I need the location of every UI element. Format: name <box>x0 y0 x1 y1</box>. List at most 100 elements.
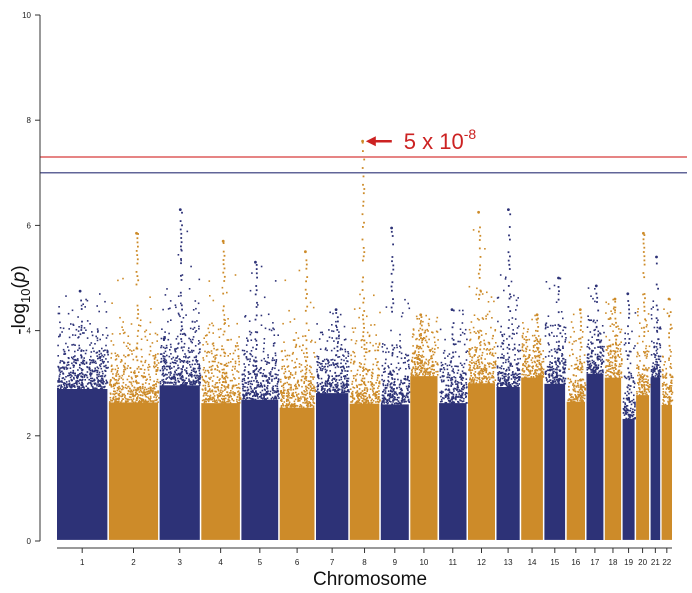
snp-point <box>288 354 291 357</box>
snp-point <box>381 378 383 381</box>
snp-point <box>110 357 112 359</box>
snp-point <box>491 348 494 350</box>
snp-point <box>104 385 106 388</box>
snp-point <box>223 351 226 354</box>
chromosome-6-dense-region <box>279 407 315 540</box>
snp-point <box>538 351 540 354</box>
snp-point <box>284 279 287 282</box>
snp-point <box>225 362 228 365</box>
snp-point <box>486 313 489 316</box>
snp-point <box>191 321 194 323</box>
chromosome-15-points <box>544 276 567 540</box>
snp-point <box>500 365 503 367</box>
snp-point <box>162 369 165 371</box>
snp-point <box>476 365 479 368</box>
snp-point <box>391 396 393 399</box>
snp-point <box>532 345 535 347</box>
snp-point <box>373 384 375 386</box>
snp-point <box>349 395 352 398</box>
snp-point <box>208 371 210 374</box>
snp-point <box>198 312 200 314</box>
snp-point <box>309 391 311 394</box>
snp-point <box>132 395 135 398</box>
snp-point <box>398 396 400 399</box>
snp-point <box>97 357 99 360</box>
snp-point <box>83 359 86 362</box>
snp-point <box>363 377 366 380</box>
snp-point <box>254 331 257 333</box>
snp-point <box>275 360 277 363</box>
snp-point <box>241 380 244 383</box>
snp-point <box>194 380 196 383</box>
snp-point <box>418 318 420 320</box>
snp-point <box>237 348 240 351</box>
snp-point <box>340 372 343 374</box>
snp-point <box>164 362 167 365</box>
snp-point <box>377 396 379 398</box>
snp-point <box>209 397 211 400</box>
snp-point <box>504 379 506 381</box>
snp-point <box>454 381 456 383</box>
snp-point <box>407 392 409 394</box>
snp-point <box>357 401 359 404</box>
snp-point <box>479 342 481 344</box>
snp-point <box>512 373 514 376</box>
snp-point <box>224 380 227 382</box>
snp-point <box>490 376 492 379</box>
snp-point <box>238 387 241 390</box>
snp-point <box>366 396 369 399</box>
snp-point <box>67 357 70 359</box>
snp-point <box>80 372 83 374</box>
chromosome-4-dense-region <box>201 403 240 540</box>
snp-point <box>538 368 540 370</box>
snp-point <box>131 353 133 355</box>
snp-point <box>268 393 271 395</box>
snp-point <box>300 398 302 400</box>
snp-point <box>597 358 599 360</box>
snp-point <box>302 375 304 378</box>
snp-point <box>489 348 492 351</box>
snp-point <box>193 370 195 372</box>
snp-point <box>302 344 304 347</box>
snp-point <box>221 401 223 404</box>
snp-point <box>168 355 171 358</box>
snp-point <box>556 335 558 337</box>
snp-point <box>293 404 296 406</box>
snp-point <box>223 385 226 388</box>
snp-point <box>557 327 559 330</box>
snp-point <box>238 377 240 379</box>
snp-point <box>135 379 137 382</box>
snp-point <box>561 335 563 338</box>
snp-point <box>241 373 244 376</box>
snp-point <box>283 341 285 343</box>
snp-point <box>71 344 73 346</box>
snp-point <box>360 346 363 348</box>
snp-point <box>59 360 62 362</box>
snp-point <box>537 317 539 320</box>
snp-point <box>112 393 114 395</box>
snp-point <box>572 398 574 401</box>
snp-point <box>326 383 329 385</box>
snp-point <box>482 368 484 370</box>
snp-point <box>445 388 447 391</box>
chromosome-13-points <box>496 208 522 540</box>
snp-point <box>128 381 131 383</box>
snp-point <box>260 394 262 397</box>
snp-point <box>583 397 586 400</box>
snp-point <box>303 390 305 392</box>
snp-point <box>122 378 124 381</box>
snp-point <box>225 375 227 378</box>
snp-point <box>336 350 339 352</box>
snp-point <box>160 337 163 340</box>
snp-point <box>535 318 538 321</box>
snp-point <box>82 361 84 363</box>
snp-point <box>238 363 240 366</box>
snp-point <box>222 397 225 400</box>
snp-point <box>149 398 151 401</box>
snp-point <box>230 361 232 363</box>
snp-point <box>333 378 336 381</box>
snp-point <box>202 357 204 359</box>
snp-point <box>276 387 279 390</box>
snp-point <box>484 367 486 369</box>
snp-point <box>248 397 250 399</box>
